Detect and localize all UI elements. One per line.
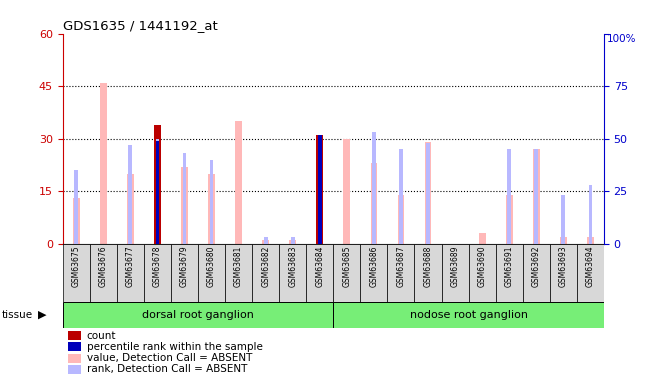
Bar xyxy=(496,244,523,302)
Bar xyxy=(533,149,540,244)
Bar xyxy=(318,135,321,244)
Text: GSM63686: GSM63686 xyxy=(370,246,378,287)
Bar xyxy=(208,174,215,244)
Text: GSM63690: GSM63690 xyxy=(478,246,486,287)
Bar xyxy=(127,174,134,244)
Text: GSM63694: GSM63694 xyxy=(586,246,595,287)
Bar xyxy=(198,244,225,302)
Bar xyxy=(75,170,78,244)
Text: rank, Detection Call = ABSENT: rank, Detection Call = ABSENT xyxy=(87,364,248,374)
Bar xyxy=(156,139,159,244)
Bar xyxy=(469,244,496,302)
Bar xyxy=(262,240,269,244)
Text: GSM63684: GSM63684 xyxy=(315,246,324,287)
Bar xyxy=(424,142,432,244)
Text: GSM63676: GSM63676 xyxy=(99,246,108,287)
Text: GSM63692: GSM63692 xyxy=(532,246,541,287)
Bar xyxy=(129,145,132,244)
Text: GSM63675: GSM63675 xyxy=(72,246,81,287)
Bar xyxy=(69,331,81,340)
Bar xyxy=(577,244,604,302)
Bar xyxy=(333,244,360,302)
Text: GSM63693: GSM63693 xyxy=(559,246,568,287)
Text: dorsal root ganglion: dorsal root ganglion xyxy=(142,310,254,320)
Bar xyxy=(279,244,306,302)
Bar xyxy=(181,167,188,244)
Bar xyxy=(291,237,294,244)
Text: GDS1635 / 1441192_at: GDS1635 / 1441192_at xyxy=(63,19,217,32)
Bar xyxy=(506,195,513,244)
Bar xyxy=(370,163,378,244)
Text: tissue: tissue xyxy=(2,310,33,320)
Bar xyxy=(144,244,171,302)
Text: percentile rank within the sample: percentile rank within the sample xyxy=(87,342,263,352)
Bar xyxy=(442,244,469,302)
Bar xyxy=(171,244,198,302)
Text: GSM63677: GSM63677 xyxy=(126,246,135,287)
Bar xyxy=(235,121,242,244)
Text: GSM63688: GSM63688 xyxy=(424,246,432,287)
Bar xyxy=(372,132,376,244)
Bar xyxy=(252,244,279,302)
Bar xyxy=(306,244,333,302)
Bar xyxy=(73,198,80,244)
Bar xyxy=(333,302,604,328)
Text: GSM63685: GSM63685 xyxy=(343,246,351,287)
Bar xyxy=(69,354,81,363)
Bar xyxy=(117,244,144,302)
Bar xyxy=(183,153,186,244)
Text: count: count xyxy=(87,331,116,340)
Bar xyxy=(550,244,577,302)
Text: value, Detection Call = ABSENT: value, Detection Call = ABSENT xyxy=(87,353,252,363)
Bar xyxy=(587,237,594,244)
Bar xyxy=(63,302,333,328)
Text: GSM63689: GSM63689 xyxy=(451,246,459,287)
Text: GSM63691: GSM63691 xyxy=(505,246,513,287)
Bar xyxy=(399,149,403,244)
Bar xyxy=(289,240,296,244)
Bar xyxy=(360,244,387,302)
Bar xyxy=(69,342,81,351)
Text: nodose root ganglion: nodose root ganglion xyxy=(410,310,527,320)
Text: GSM63682: GSM63682 xyxy=(261,246,270,287)
Bar xyxy=(156,141,159,244)
Bar xyxy=(478,233,486,244)
Bar xyxy=(397,195,405,244)
Bar xyxy=(426,143,430,244)
Bar xyxy=(508,149,511,244)
Bar xyxy=(343,139,350,244)
Bar xyxy=(535,149,538,244)
Bar xyxy=(154,125,161,244)
Text: GSM63683: GSM63683 xyxy=(288,246,297,287)
Bar xyxy=(225,244,252,302)
Bar xyxy=(69,365,81,374)
Bar xyxy=(210,160,213,244)
Bar xyxy=(100,83,107,244)
Bar xyxy=(264,237,267,244)
Bar xyxy=(63,244,90,302)
Bar xyxy=(523,244,550,302)
Text: ▶: ▶ xyxy=(38,310,47,320)
Text: GSM63687: GSM63687 xyxy=(397,246,405,287)
Text: GSM63681: GSM63681 xyxy=(234,246,243,287)
Bar xyxy=(589,185,592,244)
Bar xyxy=(387,244,414,302)
Text: GSM63679: GSM63679 xyxy=(180,246,189,287)
Bar xyxy=(316,135,323,244)
Bar xyxy=(560,237,567,244)
Text: GSM63680: GSM63680 xyxy=(207,246,216,287)
Text: GSM63678: GSM63678 xyxy=(153,246,162,287)
Bar xyxy=(414,244,442,302)
Bar xyxy=(90,244,117,302)
Bar xyxy=(562,195,565,244)
Text: 100%: 100% xyxy=(607,34,636,44)
